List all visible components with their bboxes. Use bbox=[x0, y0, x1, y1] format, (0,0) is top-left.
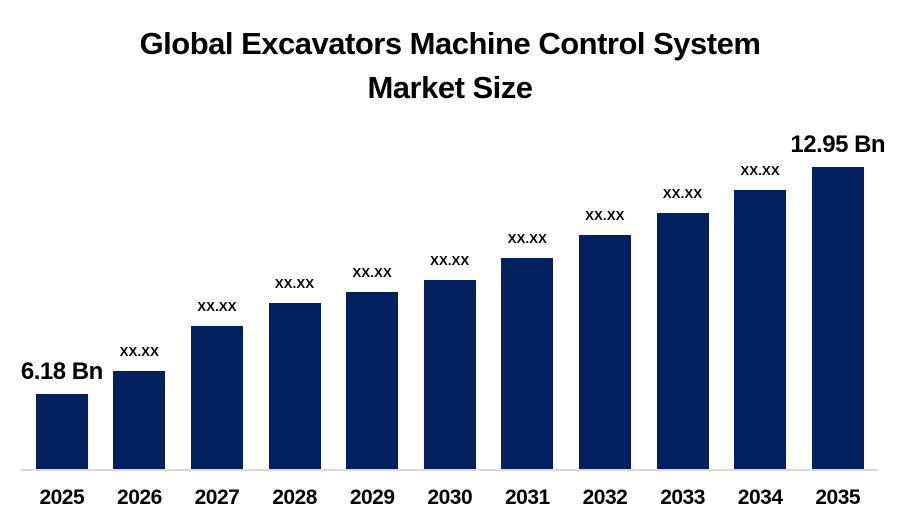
bar bbox=[35, 394, 88, 470]
bar bbox=[423, 280, 476, 470]
x-axis-tick-label: 2032 bbox=[582, 486, 628, 509]
x-axis-tick-label: 2033 bbox=[660, 486, 705, 509]
bar bbox=[268, 303, 321, 470]
bar-value-label: XX.XX bbox=[585, 208, 625, 223]
bar-group-2025: 6.18 Bn bbox=[20, 120, 103, 470]
bar-value-label: 6.18 Bn bbox=[20, 358, 103, 385]
bar bbox=[578, 235, 631, 470]
x-axis-tick-label: 2034 bbox=[737, 486, 783, 509]
bar bbox=[656, 213, 709, 470]
x-axis-tick-label: 2030 bbox=[427, 486, 473, 509]
bar-group-2029: XX.XX bbox=[333, 120, 411, 470]
bar-value-label: 12.95 Bn bbox=[790, 131, 886, 158]
x-axis-tick-label: 2035 bbox=[815, 486, 861, 509]
bar bbox=[346, 292, 399, 470]
bar-group-2032: XX.XX bbox=[566, 120, 644, 470]
bar bbox=[734, 190, 787, 470]
bar-group-2034: XX.XX bbox=[721, 120, 799, 470]
bar-value-label: XX.XX bbox=[430, 253, 470, 268]
x-axis-tick-label: 2029 bbox=[349, 486, 395, 509]
bar-group-2027: XX.XX bbox=[178, 120, 256, 470]
x-axis-line bbox=[21, 469, 878, 471]
chart-title-line1: Global Excavators Machine Control System bbox=[139, 26, 761, 61]
bar-group-2028: XX.XX bbox=[256, 120, 334, 470]
chart-title-line2: Market Size bbox=[367, 70, 533, 105]
bar bbox=[190, 326, 243, 470]
x-axis-tick-label: 2031 bbox=[505, 486, 550, 509]
x-axis-tick-label: 2027 bbox=[194, 486, 240, 509]
x-axis-tick-label: 2026 bbox=[117, 486, 162, 509]
bar-group-2026: XX.XX bbox=[101, 120, 179, 470]
bar-group-2031: XX.XX bbox=[489, 120, 567, 470]
bar bbox=[501, 258, 554, 470]
bar-group-2033: XX.XX bbox=[644, 120, 722, 470]
bar-value-label: XX.XX bbox=[197, 299, 237, 314]
chart-title: Global Excavators Machine Control System… bbox=[0, 22, 900, 110]
x-axis-tick-label: 2028 bbox=[272, 486, 317, 509]
bar-value-label: XX.XX bbox=[274, 276, 315, 291]
bar bbox=[811, 167, 864, 470]
bar-value-label: XX.XX bbox=[662, 186, 703, 201]
x-axis-labels: 2025 2026 2027 2028 2029 2030 2031 2032 … bbox=[23, 486, 877, 510]
bar-value-label: XX.XX bbox=[119, 344, 160, 359]
x-axis-tick-label: 2025 bbox=[39, 486, 85, 509]
bar-group-2030: XX.XX bbox=[411, 120, 489, 470]
plot-area: 6.18 Bn XX.XX XX.XX XX.XX XX.XX XX.XX XX… bbox=[20, 120, 886, 470]
bar-value-label: XX.XX bbox=[352, 265, 392, 280]
bar bbox=[113, 371, 166, 470]
bar-value-label: XX.XX bbox=[740, 163, 780, 178]
bar-value-label: XX.XX bbox=[507, 231, 547, 246]
bar-group-2035: 12.95 Bn bbox=[790, 120, 886, 470]
